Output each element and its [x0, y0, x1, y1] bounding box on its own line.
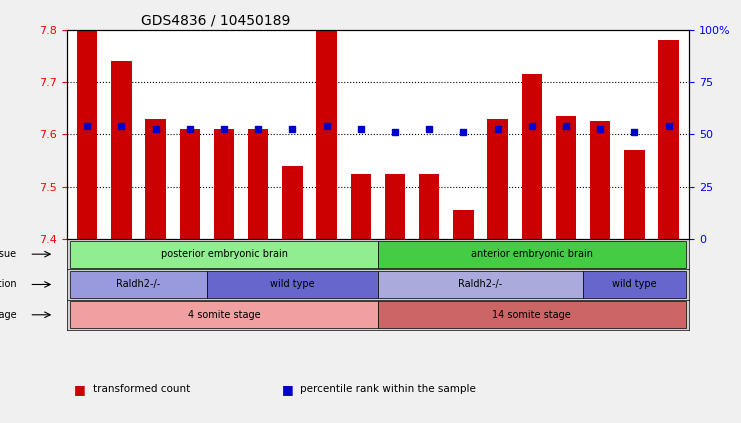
Bar — [179, 129, 200, 239]
Bar — [624, 150, 645, 239]
FancyBboxPatch shape — [70, 241, 378, 268]
Bar — [522, 74, 542, 239]
Text: ■: ■ — [282, 383, 293, 396]
FancyBboxPatch shape — [378, 241, 685, 268]
FancyBboxPatch shape — [378, 271, 583, 298]
Bar — [385, 173, 405, 239]
Text: wild type: wild type — [612, 280, 657, 289]
Bar — [145, 118, 166, 239]
Text: anterior embryonic brain: anterior embryonic brain — [471, 249, 593, 259]
Text: transformed count: transformed count — [93, 384, 190, 394]
FancyBboxPatch shape — [378, 301, 685, 328]
Text: ■: ■ — [74, 383, 86, 396]
Text: development stage: development stage — [0, 310, 17, 320]
Bar — [488, 118, 508, 239]
Text: GDS4836 / 10450189: GDS4836 / 10450189 — [142, 13, 290, 27]
Text: wild type: wild type — [270, 280, 315, 289]
FancyBboxPatch shape — [207, 271, 378, 298]
Bar — [213, 129, 234, 239]
Bar — [248, 129, 268, 239]
Bar — [556, 116, 576, 239]
Bar — [658, 40, 679, 239]
Bar — [590, 121, 611, 239]
FancyBboxPatch shape — [583, 271, 685, 298]
Bar — [77, 30, 98, 239]
Text: Raldh2-/-: Raldh2-/- — [116, 280, 161, 289]
FancyBboxPatch shape — [70, 301, 378, 328]
Bar — [316, 30, 337, 239]
Text: 4 somite stage: 4 somite stage — [187, 310, 260, 320]
Text: posterior embryonic brain: posterior embryonic brain — [161, 249, 288, 259]
Bar — [453, 210, 473, 239]
Bar — [282, 166, 302, 239]
FancyBboxPatch shape — [70, 271, 207, 298]
Text: tissue: tissue — [0, 249, 17, 259]
Text: 14 somite stage: 14 somite stage — [493, 310, 571, 320]
Bar — [350, 173, 371, 239]
Bar — [419, 173, 439, 239]
Bar — [111, 61, 132, 239]
Text: genotype/variation: genotype/variation — [0, 280, 17, 289]
Text: Raldh2-/-: Raldh2-/- — [459, 280, 502, 289]
Text: percentile rank within the sample: percentile rank within the sample — [300, 384, 476, 394]
